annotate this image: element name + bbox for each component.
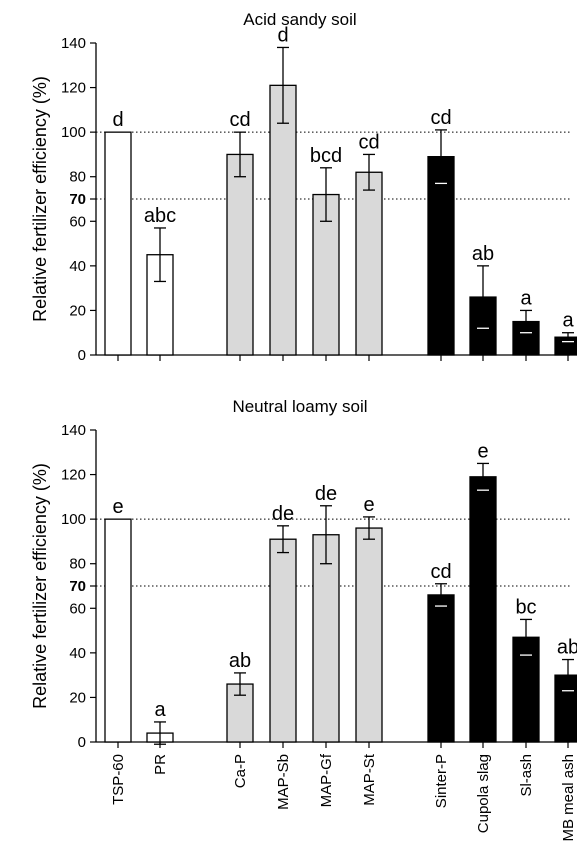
- y-tick-label: 80: [69, 169, 86, 186]
- significance-label: d: [277, 24, 288, 46]
- bar-map-sb: [269, 84, 297, 356]
- significance-label: ab: [229, 650, 251, 672]
- significance-label: cd: [358, 131, 379, 153]
- y-tick-label: 70: [69, 578, 86, 595]
- x-tick-label: PR: [152, 754, 169, 775]
- bar-mb-meal-ash: [554, 336, 577, 356]
- chart-title: Neutral loamy soil: [232, 397, 367, 416]
- y-tick-label: 60: [69, 600, 86, 617]
- x-tick-label: MAP-Gf: [318, 753, 335, 807]
- x-tick-label: MAP-St: [361, 753, 378, 806]
- chart-panel-2: Neutral loamy soil Relative fertilizer ef…: [30, 397, 577, 842]
- y-tick-label: 20: [69, 302, 86, 319]
- bar-cupola-slag: [469, 476, 497, 743]
- significance-label: bc: [515, 596, 536, 618]
- chart-title: Acid sandy soil: [243, 10, 356, 29]
- y-tick-label: 40: [69, 258, 86, 275]
- bar-tsp-60: [104, 131, 132, 356]
- bar-sinter-p: [427, 156, 455, 356]
- y-axis-label: Relative fertilizer efficiency (%): [30, 463, 50, 709]
- y-tick-label: 0: [78, 734, 86, 751]
- significance-label: a: [520, 287, 532, 309]
- bar-sinter-p: [427, 594, 455, 743]
- x-tick-label: Ca-P: [232, 754, 249, 788]
- significance-label: de: [272, 503, 294, 525]
- y-tick-label: 70: [69, 191, 86, 208]
- x-tick-label: MB meal ash: [560, 754, 577, 842]
- bar-tsp-60: [104, 518, 132, 743]
- x-tick-label: Sinter-P: [433, 754, 450, 808]
- y-tick-label: 20: [69, 689, 86, 706]
- x-tick-label: TSP-60: [110, 754, 127, 805]
- significance-label: cd: [430, 107, 451, 129]
- y-axis-label: Relative fertilizer efficiency (%): [30, 76, 50, 322]
- y-tick-label: 140: [61, 35, 86, 52]
- bar-map-sb: [269, 538, 297, 743]
- significance-label: a: [154, 699, 166, 721]
- significance-label: cd: [229, 109, 250, 131]
- y-tick-label: 120: [61, 80, 86, 97]
- y-tick-label: 60: [69, 213, 86, 230]
- y-tick-label: 120: [61, 467, 86, 484]
- x-tick-label: Cupola slag: [475, 754, 492, 833]
- significance-label: e: [477, 440, 488, 462]
- significance-label: e: [112, 496, 123, 518]
- x-tick-label: Sl-ash: [518, 754, 535, 797]
- significance-label: a: [562, 310, 574, 332]
- chart-panel-1: Acid sandy soil Relative fertilizer effic…: [30, 10, 577, 364]
- bar-map-st: [355, 527, 383, 743]
- bar-map-gf: [312, 534, 340, 743]
- y-tick-label: 80: [69, 556, 86, 573]
- significance-label: cd: [430, 561, 451, 583]
- significance-label: de: [315, 483, 337, 505]
- y-tick-label: 40: [69, 645, 86, 662]
- bar-mb-meal-ash: [554, 674, 577, 743]
- y-tick-label: 0: [78, 347, 86, 364]
- bar-ca-p: [226, 153, 254, 356]
- bar-map-st: [355, 171, 383, 356]
- y-tick-label: 140: [61, 422, 86, 439]
- significance-label: e: [363, 494, 374, 516]
- significance-label: abc: [144, 205, 176, 227]
- x-tick-label: MAP-Sb: [275, 754, 292, 810]
- significance-label: ab: [472, 243, 494, 265]
- significance-label: bcd: [310, 145, 342, 167]
- significance-label: d: [112, 109, 123, 131]
- y-tick-label: 100: [61, 511, 86, 528]
- y-tick-label: 100: [61, 124, 86, 141]
- significance-label: ab: [557, 637, 577, 659]
